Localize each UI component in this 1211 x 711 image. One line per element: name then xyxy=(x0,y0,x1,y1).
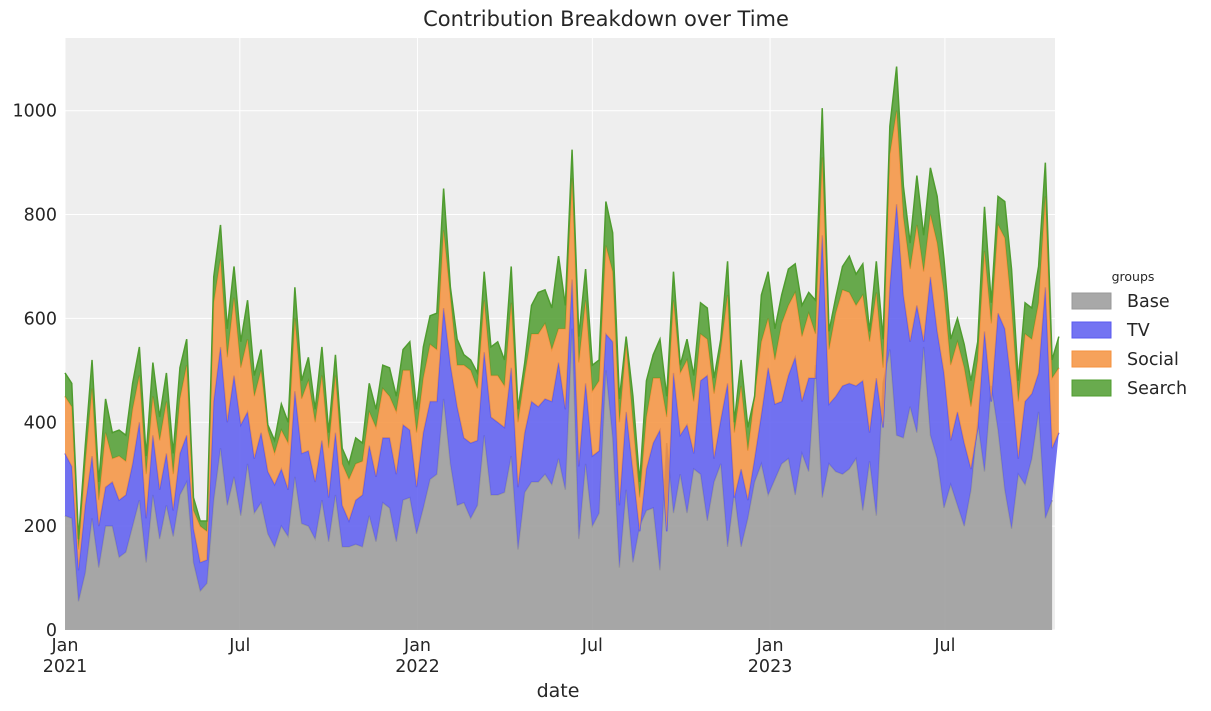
legend-label-tv: TV xyxy=(1126,321,1150,341)
y-tick-label-3: 600 xyxy=(24,309,57,329)
legend-swatch-tv xyxy=(1071,321,1112,339)
area-base xyxy=(65,328,1053,630)
y-axis-ticks: 0 200 400 600 800 1000 xyxy=(12,102,57,641)
x-tick-year-2: 2022 xyxy=(395,657,440,677)
area-tv xyxy=(65,204,1059,602)
y-tick-label-2: 400 xyxy=(24,413,57,433)
x-tick-year-0: 2021 xyxy=(43,657,88,677)
legend-label-search: Search xyxy=(1127,379,1187,399)
y-tick-label-5: 1000 xyxy=(12,102,57,122)
legend: groups Base TV Social Search xyxy=(1071,269,1187,399)
x-tick-label-4: Jan xyxy=(756,636,784,656)
legend-swatch-social xyxy=(1071,350,1112,368)
x-tick-label-3: Jul xyxy=(581,636,603,656)
legend-label-base: Base xyxy=(1127,292,1170,312)
x-tick-label-2: Jan xyxy=(403,636,431,656)
legend-swatch-base xyxy=(1071,292,1112,310)
chart-title: Contribution Breakdown over Time xyxy=(423,7,789,31)
x-tick-label-1: Jul xyxy=(228,636,250,656)
legend-label-social: Social xyxy=(1127,350,1179,370)
legend-swatch-search xyxy=(1071,379,1112,397)
y-tick-label-1: 200 xyxy=(24,517,57,537)
stacked-areas xyxy=(64,66,1060,630)
x-tick-year-4: 2023 xyxy=(748,657,793,677)
y-tick-label-4: 800 xyxy=(24,206,57,226)
area-search xyxy=(65,66,1059,550)
area-social xyxy=(65,110,1059,571)
legend-title: groups xyxy=(1112,269,1155,284)
x-tick-label-5: Jul xyxy=(933,636,955,656)
line-search xyxy=(64,66,1060,540)
y-tick-label-0: 0 xyxy=(46,621,57,641)
x-tick-label-0: Jan xyxy=(51,636,79,656)
legend-items: Base TV Social Search xyxy=(1071,292,1187,399)
x-axis-label: date xyxy=(537,680,580,702)
